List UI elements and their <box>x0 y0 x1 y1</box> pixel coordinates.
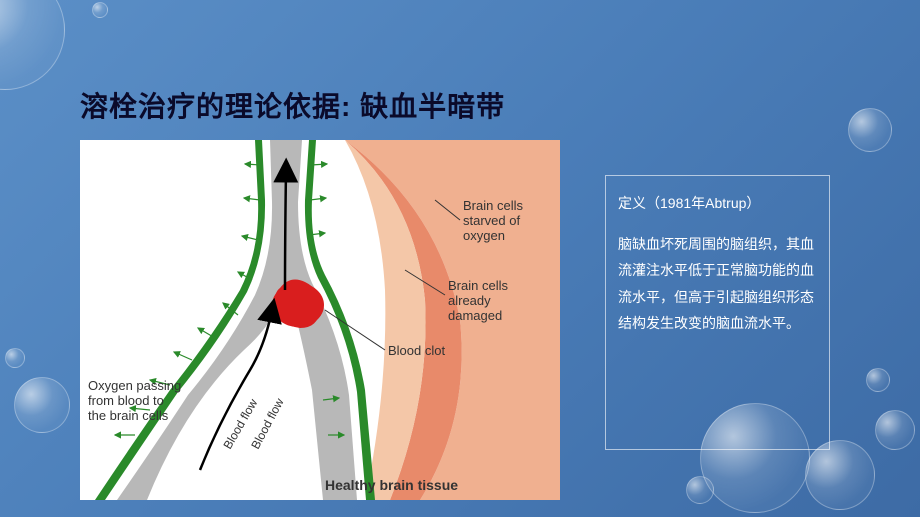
penumbra-diagram: Oxygen passingfrom blood tothe brain cel… <box>80 140 560 500</box>
bubble-decoration <box>92 2 108 18</box>
bubble-decoration <box>5 348 25 368</box>
slide-title: 溶栓治疗的理论依据: 缺血半暗带 <box>80 85 505 125</box>
bubble-decoration <box>14 377 70 433</box>
bubble-decoration <box>700 403 810 513</box>
bubble-decoration <box>875 410 915 450</box>
flow-arrow-up <box>285 170 286 290</box>
label-clot: Blood clot <box>388 343 445 358</box>
label-healthy: Healthy brain tissue <box>325 477 458 493</box>
definition-title: 定义（1981年Abtrup） <box>618 190 817 217</box>
bubble-decoration <box>686 476 714 504</box>
definition-callout: 定义（1981年Abtrup） 脑缺血坏死周围的脑组织，其血流灌注水平低于正常脑… <box>605 175 830 450</box>
bubble-decoration <box>866 368 890 392</box>
definition-body: 脑缺血坏死周围的脑组织，其血流灌注水平低于正常脑功能的血流水平，但高于引起脑组织… <box>618 231 817 337</box>
bubble-decoration <box>0 0 65 90</box>
bubble-decoration <box>848 108 892 152</box>
bubble-decoration <box>805 440 875 510</box>
